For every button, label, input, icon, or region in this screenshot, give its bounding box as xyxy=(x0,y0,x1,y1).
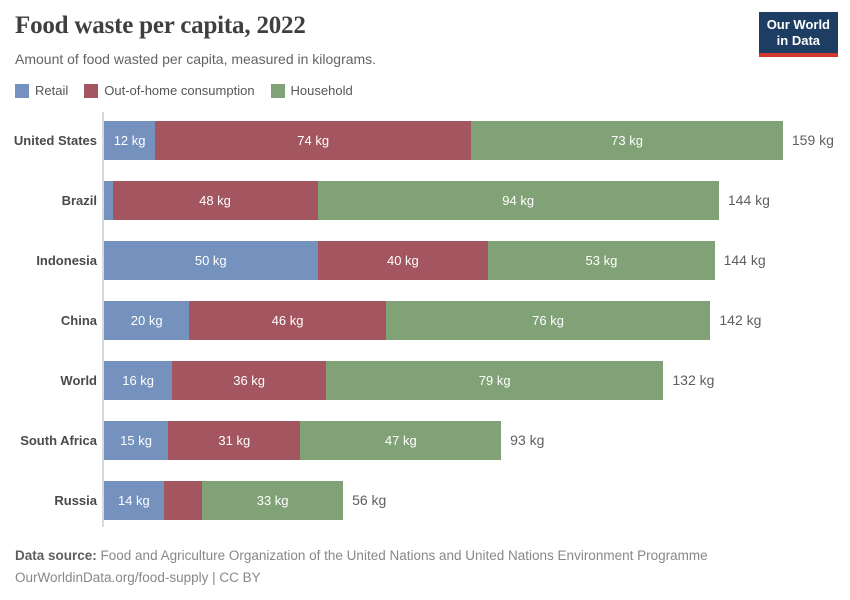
stacked-bar: 16 kg 36 kg 79 kg xyxy=(104,360,664,400)
stacked-bar: 14 kg 33 kg xyxy=(104,480,344,520)
bar-segment[interactable]: 15 kg xyxy=(104,420,169,460)
bar-segment[interactable]: 40 kg xyxy=(317,240,489,280)
data-source-line: Data source: Food and Agriculture Organi… xyxy=(15,545,835,567)
chart-row: World 16 kg 36 kg 79 kg 132 kg xyxy=(0,350,850,410)
stacked-bar: 50 kg 40 kg 53 kg xyxy=(104,240,715,280)
category-label: China xyxy=(60,312,97,328)
legend-swatch-icon xyxy=(15,83,29,98)
bar-segment[interactable]: 14 kg xyxy=(104,480,164,520)
category-label: World xyxy=(60,372,97,388)
bar-segment[interactable]: 73 kg xyxy=(471,120,783,160)
total-label: 144 kg xyxy=(727,192,770,208)
total-label: 132 kg xyxy=(672,372,715,388)
chart-subtitle: Amount of food wasted per capita, measur… xyxy=(15,51,377,67)
owid-logo-line1: Our World xyxy=(766,17,830,32)
legend-label: Out-of-home consumption xyxy=(104,83,255,98)
category-label: South Africa xyxy=(20,432,97,448)
total-label: 159 kg xyxy=(791,132,834,148)
bar-segment[interactable]: 74 kg xyxy=(155,120,472,160)
bar-segment[interactable]: 36 kg xyxy=(172,360,326,400)
total-label: 93 kg xyxy=(510,432,545,448)
category-label: Indonesia xyxy=(36,252,97,268)
bar-segment[interactable]: 12 kg xyxy=(104,120,156,160)
data-source-label: Data source: xyxy=(15,548,97,563)
stacked-bar: 20 kg 46 kg 76 kg xyxy=(104,300,711,340)
bar-segment[interactable]: 16 kg xyxy=(104,360,173,400)
stacked-bar: 48 kg 94 kg xyxy=(104,180,719,220)
footer: Data source: Food and Agriculture Organi… xyxy=(15,545,835,589)
legend-swatch-icon xyxy=(270,83,285,98)
category-label: Brazil xyxy=(61,192,97,208)
owid-logo-line2: in Data xyxy=(776,33,821,48)
bar-segment[interactable]: 33 kg xyxy=(202,480,344,520)
data-source-text: Food and Agriculture Organization of the… xyxy=(96,548,708,563)
chart-title: Food waste per capita, 2022 xyxy=(15,12,306,39)
bar-segment[interactable]: 76 kg xyxy=(385,300,711,340)
bar-segment[interactable]: 46 kg xyxy=(189,300,386,340)
total-label: 144 kg xyxy=(723,252,766,268)
bar-segment[interactable] xyxy=(163,480,203,520)
bar-segment[interactable]: 94 kg xyxy=(317,180,719,220)
legend-item[interactable]: Household xyxy=(270,83,353,98)
y-axis-line xyxy=(102,112,104,527)
bar-segment[interactable]: 50 kg xyxy=(104,240,318,280)
legend-item[interactable]: Retail xyxy=(15,83,68,98)
owid-logo[interactable]: Our World in Data xyxy=(758,12,838,57)
bar-segment[interactable]: 53 kg xyxy=(488,240,715,280)
category-label: Russia xyxy=(54,492,97,508)
attribution-line[interactable]: OurWorldinData.org/food-supply | CC BY xyxy=(15,570,261,585)
chart-row: China 20 kg 46 kg 76 kg 142 kg xyxy=(0,290,850,350)
chart-row: Brazil 48 kg 94 kg 144 kg xyxy=(0,170,850,230)
legend: Retail Out-of-home consumption Household xyxy=(15,83,353,98)
bar-segment[interactable]: 47 kg xyxy=(300,420,502,460)
total-label: 56 kg xyxy=(352,492,387,508)
stacked-bar: 15 kg 31 kg 47 kg xyxy=(104,420,502,460)
chart-row: United States 12 kg 74 kg 73 kg 159 kg xyxy=(0,110,850,170)
category-label: United States xyxy=(13,132,97,148)
legend-item[interactable]: Out-of-home consumption xyxy=(84,83,255,98)
chart-row: Russia 14 kg 33 kg 56 kg xyxy=(0,470,850,530)
bar-segment[interactable] xyxy=(104,180,113,220)
chart-row: South Africa 15 kg 31 kg 47 kg 93 kg xyxy=(0,410,850,470)
chart: United States 12 kg 74 kg 73 kg 159 kg Brazil… xyxy=(0,110,850,530)
total-label: 142 kg xyxy=(719,312,762,328)
legend-label: Retail xyxy=(35,83,69,98)
bar-segment[interactable]: 20 kg xyxy=(104,300,190,340)
bar-segment[interactable]: 31 kg xyxy=(168,420,301,460)
stacked-bar: 12 kg 74 kg 73 kg xyxy=(104,120,783,160)
bar-segment[interactable]: 48 kg xyxy=(112,180,318,220)
chart-row: Indonesia 50 kg 40 kg 53 kg 144 kg xyxy=(0,230,850,290)
legend-label: Household xyxy=(290,83,353,98)
legend-swatch-icon xyxy=(84,83,99,98)
bar-segment[interactable]: 79 kg xyxy=(325,360,664,400)
